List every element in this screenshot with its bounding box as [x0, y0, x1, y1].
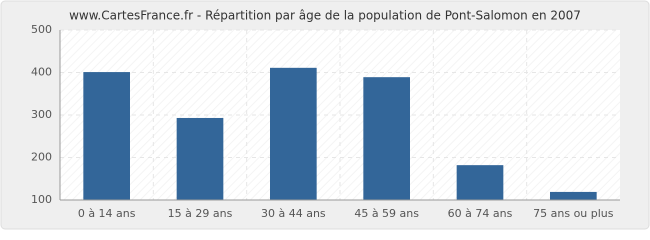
chart-title: www.CartesFrance.fr - Répartition par âg… — [69, 9, 581, 23]
y-tick-label: 300 — [31, 108, 52, 121]
bar — [363, 77, 410, 200]
bar — [270, 67, 317, 200]
chart: www.CartesFrance.fr - Répartition par âg… — [0, 0, 650, 230]
y-tick-label: 400 — [31, 66, 52, 79]
bar — [83, 72, 130, 200]
y-tick-label: 100 — [31, 193, 52, 206]
x-tick-label: 60 à 74 ans — [448, 207, 513, 220]
y-tick-label: 500 — [31, 23, 52, 36]
x-tick-label: 15 à 29 ans — [168, 207, 233, 220]
x-tick-label: 75 ans ou plus — [533, 207, 614, 220]
y-tick-label: 200 — [31, 151, 52, 164]
x-tick-label: 30 à 44 ans — [261, 207, 326, 220]
bar — [550, 191, 597, 200]
x-tick-label: 45 à 59 ans — [354, 207, 419, 220]
x-tick-label: 0 à 14 ans — [78, 207, 136, 220]
bar — [456, 165, 504, 200]
bar — [176, 117, 224, 200]
